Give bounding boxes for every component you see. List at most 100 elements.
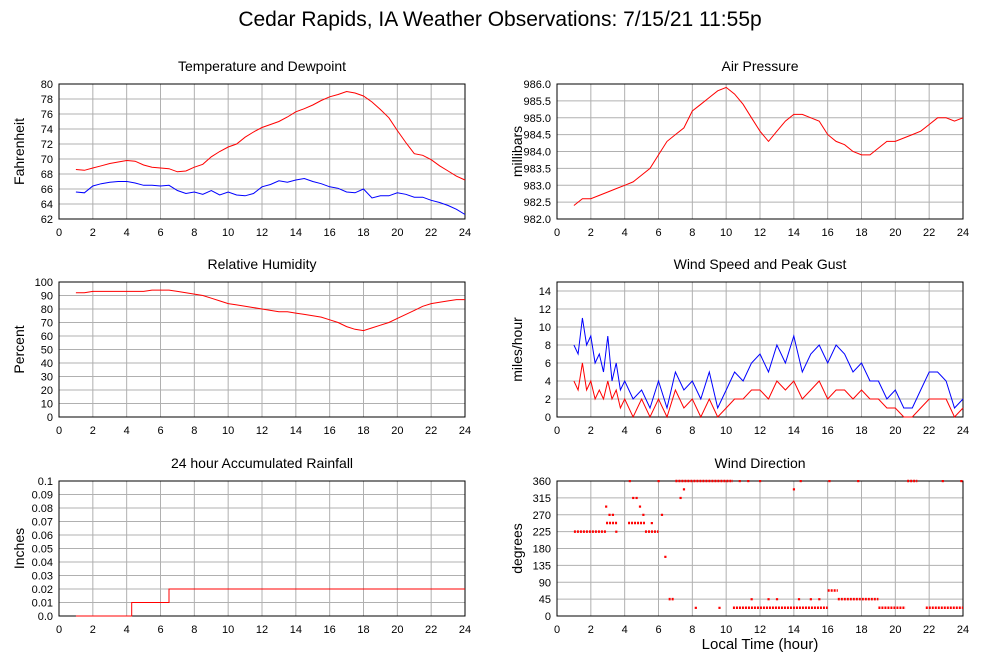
x-tick-label: 20 — [889, 425, 901, 437]
y-tick-label: 6 — [545, 358, 551, 370]
scatter-point — [857, 480, 860, 483]
y-tick-label: 80 — [41, 304, 53, 316]
series-line-0 — [573, 317, 964, 410]
y-tick-label: 360 — [533, 476, 551, 488]
y-tick-label: 70 — [41, 318, 53, 330]
x-tick-label: 22 — [425, 227, 437, 239]
x-tick-label: 16 — [822, 425, 834, 437]
y-tick-label: 985.0 — [523, 113, 551, 125]
page-title: Cedar Rapids, IA Weather Observations: 7… — [238, 8, 762, 31]
x-tick-label: 16 — [822, 624, 834, 636]
scatter-point — [767, 598, 770, 601]
scatter-point — [750, 598, 753, 601]
x-tick-label: 20 — [889, 227, 901, 239]
x-tick-label: 10 — [222, 624, 234, 636]
y-tick-label: 45 — [539, 594, 551, 606]
y-tick-label: 64 — [41, 199, 53, 211]
x-tick-label: 16 — [324, 227, 336, 239]
scatter-point — [747, 480, 750, 483]
y-tick-label: 0.04 — [32, 557, 53, 569]
x-tick-label: 10 — [222, 425, 234, 437]
x-tick-label: 14 — [788, 624, 800, 636]
scatter-point — [679, 496, 682, 500]
scatter-point — [660, 513, 664, 516]
scatter-point — [960, 480, 963, 483]
y-tick-label: 0.0 — [38, 611, 53, 623]
scatter-point — [611, 513, 615, 516]
y-axis-label: degrees — [509, 523, 525, 574]
chart-title: Air Pressure — [721, 58, 798, 74]
x-tick-label: 18 — [357, 425, 369, 437]
chart-title: 24 hour Accumulated Rainfall — [171, 455, 353, 471]
chart-title: Temperature and Dewpoint — [178, 58, 346, 74]
y-tick-label: 78 — [41, 94, 53, 106]
x-tick-label: 0 — [554, 425, 560, 437]
y-tick-label: 135 — [533, 560, 551, 572]
x-tick-label: 18 — [855, 227, 867, 239]
y-tick-label: 983.5 — [523, 163, 551, 175]
chart-title: Wind Direction — [714, 455, 805, 471]
x-tick-label: 8 — [689, 227, 695, 239]
x-tick-label: 6 — [157, 227, 163, 239]
x-tick-label: 24 — [957, 425, 969, 437]
y-tick-label: 4 — [545, 376, 551, 388]
y-tick-label: 30 — [41, 372, 53, 384]
y-tick-label: 100 — [35, 277, 53, 289]
y-tick-label: 0.03 — [32, 571, 53, 583]
x-tick-label: 20 — [391, 624, 403, 636]
y-tick-label: 0.09 — [32, 490, 53, 502]
series-line-1 — [573, 362, 964, 419]
scatter-point — [759, 480, 762, 483]
y-axis-label: Percent — [11, 325, 27, 373]
x-tick-label: 8 — [689, 425, 695, 437]
y-tick-label: 984.0 — [523, 147, 551, 159]
y-tick-label: 60 — [41, 331, 53, 343]
plot-frame — [58, 83, 466, 220]
y-tick-label: 90 — [41, 291, 53, 303]
y-tick-label: 983.0 — [523, 180, 551, 192]
y-tick-label: 180 — [533, 544, 551, 556]
x-tick-label: 14 — [290, 227, 302, 239]
y-tick-label: 986.0 — [523, 79, 551, 91]
scatter-point — [650, 522, 653, 525]
x-tick-label: 0 — [554, 624, 560, 636]
y-tick-label: 8 — [545, 340, 551, 352]
series-line-0 — [573, 86, 964, 206]
y-tick-label: 14 — [539, 286, 551, 298]
x-tick-label: 10 — [720, 425, 732, 437]
scatter-point — [718, 606, 721, 609]
y-tick-label: 982.5 — [523, 197, 551, 209]
y-tick-label: 0.05 — [32, 544, 53, 556]
x-tick-label: 24 — [459, 624, 471, 636]
x-tick-label: 12 — [754, 425, 766, 437]
x-tick-label: 4 — [124, 624, 130, 636]
x-tick-label: 14 — [290, 624, 302, 636]
y-tick-label: 0.02 — [32, 584, 53, 596]
x-tick-label: 22 — [425, 624, 437, 636]
x-tick-label: 2 — [90, 425, 96, 437]
y-tick-label: 0.08 — [32, 503, 53, 515]
x-tick-label: 6 — [655, 624, 661, 636]
y-tick-label: 68 — [41, 169, 53, 181]
y-tick-label: 62 — [41, 214, 53, 226]
x-tick-label: 0 — [554, 227, 560, 239]
x-tick-label: 18 — [357, 624, 369, 636]
scatter-point — [657, 480, 660, 483]
y-tick-label: 985.5 — [523, 96, 551, 108]
x-tick-label: 18 — [855, 425, 867, 437]
y-tick-label: 70 — [41, 154, 53, 166]
y-tick-label: 20 — [41, 385, 53, 397]
scatter-point — [635, 496, 638, 500]
scatter-point — [792, 488, 796, 491]
x-tick-label: 16 — [324, 624, 336, 636]
y-tick-label: 225 — [533, 527, 551, 539]
x-tick-label: 16 — [822, 227, 834, 239]
x-tick-label: 22 — [923, 425, 935, 437]
x-tick-label: 2 — [588, 425, 594, 437]
y-tick-label: 66 — [41, 184, 53, 196]
x-tick-label: 6 — [655, 227, 661, 239]
